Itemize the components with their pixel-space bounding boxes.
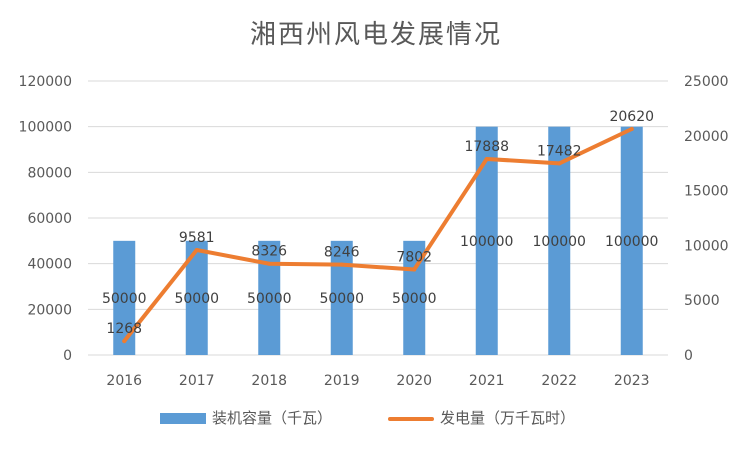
bar-data-label: 100000 [533, 234, 586, 250]
line-data-label: 9581 [179, 230, 215, 246]
line-data-label: 8246 [324, 245, 360, 261]
line-point [484, 156, 489, 161]
y-left-tick-label: 100000 [19, 120, 72, 136]
bar [258, 240, 281, 355]
line-data-label: 8326 [251, 244, 287, 260]
bar-data-label: 50000 [247, 291, 292, 307]
bar-data-label: 50000 [174, 291, 219, 307]
x-tick-label: 2017 [179, 373, 215, 389]
y-left-tick-label: 0 [63, 348, 72, 364]
line-data-label: 20620 [609, 109, 654, 125]
x-tick-label: 2021 [469, 373, 505, 389]
bar-data-label: 50000 [319, 291, 364, 307]
bar [548, 126, 571, 356]
line-point [194, 247, 199, 252]
bar-data-label: 100000 [460, 234, 513, 250]
x-tick-label: 2018 [251, 373, 287, 389]
y-left-tick-label: 120000 [19, 74, 72, 90]
bar-data-label: 50000 [102, 291, 147, 307]
legend-swatch-bar [160, 413, 206, 424]
bar [475, 126, 498, 356]
y-right-tick-label: 20000 [684, 129, 729, 145]
line-point [267, 261, 272, 266]
line-point [122, 339, 127, 344]
y-left-tick-label: 60000 [27, 211, 72, 227]
line-data-label: 17888 [464, 139, 509, 155]
legend-item-line: 发电量（万千瓦时） [388, 407, 575, 428]
legend-label-bar: 装机容量（千瓦） [212, 409, 333, 427]
x-tick-label: 2019 [324, 373, 360, 389]
legend-swatch-line [388, 416, 434, 421]
y-right-tick-label: 0 [684, 348, 693, 364]
bar-data-label: 50000 [392, 291, 437, 307]
x-tick-label: 2016 [106, 373, 142, 389]
x-tick-label: 2022 [541, 373, 577, 389]
bar [185, 240, 208, 355]
line-series [122, 127, 634, 344]
bar [330, 240, 353, 355]
x-tick-label: 2023 [614, 373, 650, 389]
legend-item-bar: 装机容量（千瓦） [160, 407, 332, 428]
line-data-label: 7802 [396, 249, 432, 265]
y-right-tick-label: 15000 [684, 184, 729, 200]
chart-title: 湘西州风电发展情况 [249, 20, 502, 50]
y-left-tick-label: 80000 [27, 165, 72, 181]
bar [620, 126, 643, 356]
y-left-tick-label: 20000 [27, 302, 72, 318]
line-point [557, 161, 562, 166]
y-right-tick-label: 10000 [684, 238, 729, 254]
bar-data-label: 100000 [605, 234, 658, 250]
line-data-label: 17482 [537, 143, 582, 159]
y-left-tick-label: 40000 [27, 257, 72, 273]
y-right-tick-label: 5000 [684, 293, 720, 309]
bar [113, 240, 136, 355]
line-data-label: 1268 [106, 321, 142, 337]
y-right-tick-label: 25000 [684, 74, 729, 90]
x-tick-label: 2020 [396, 373, 432, 389]
line-point [339, 262, 344, 267]
line-point [629, 127, 634, 132]
legend-label-line: 发电量（万千瓦时） [440, 409, 576, 427]
line-point [412, 267, 417, 272]
